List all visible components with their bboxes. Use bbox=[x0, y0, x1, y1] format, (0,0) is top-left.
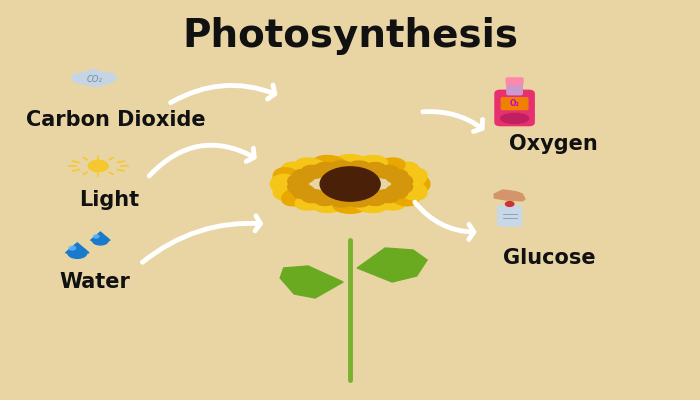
Ellipse shape bbox=[314, 193, 338, 206]
Ellipse shape bbox=[389, 162, 419, 180]
Polygon shape bbox=[357, 248, 427, 282]
Circle shape bbox=[69, 246, 76, 250]
Text: CO₂: CO₂ bbox=[87, 76, 103, 84]
Polygon shape bbox=[280, 266, 343, 298]
Ellipse shape bbox=[330, 195, 354, 207]
FancyBboxPatch shape bbox=[507, 80, 522, 95]
Circle shape bbox=[93, 235, 99, 238]
Ellipse shape bbox=[293, 170, 314, 183]
Text: Glucose: Glucose bbox=[503, 248, 596, 268]
Ellipse shape bbox=[354, 156, 387, 171]
Ellipse shape bbox=[500, 114, 528, 124]
Ellipse shape bbox=[403, 174, 430, 194]
Ellipse shape bbox=[373, 193, 405, 210]
Text: O₂: O₂ bbox=[510, 99, 519, 108]
Circle shape bbox=[84, 74, 105, 86]
Ellipse shape bbox=[363, 193, 386, 206]
Circle shape bbox=[72, 73, 90, 83]
Ellipse shape bbox=[288, 180, 309, 194]
Circle shape bbox=[88, 160, 108, 172]
Ellipse shape bbox=[376, 166, 398, 178]
Ellipse shape bbox=[400, 168, 427, 187]
Text: Carbon Dioxide: Carbon Dioxide bbox=[26, 110, 206, 130]
Ellipse shape bbox=[281, 188, 311, 206]
Ellipse shape bbox=[314, 162, 338, 175]
Ellipse shape bbox=[313, 197, 346, 212]
Ellipse shape bbox=[302, 190, 324, 202]
Ellipse shape bbox=[330, 161, 354, 173]
Text: Photosynthesis: Photosynthesis bbox=[182, 17, 518, 55]
Ellipse shape bbox=[391, 174, 412, 188]
Ellipse shape bbox=[354, 197, 387, 212]
FancyBboxPatch shape bbox=[501, 98, 528, 110]
Ellipse shape bbox=[363, 162, 386, 175]
Circle shape bbox=[68, 247, 87, 258]
Ellipse shape bbox=[376, 190, 398, 202]
Text: Light: Light bbox=[78, 190, 139, 210]
Text: Water: Water bbox=[60, 272, 130, 292]
Ellipse shape bbox=[295, 193, 327, 210]
FancyBboxPatch shape bbox=[495, 90, 534, 126]
Circle shape bbox=[92, 236, 108, 245]
Ellipse shape bbox=[295, 158, 327, 175]
Ellipse shape bbox=[281, 162, 311, 180]
Circle shape bbox=[320, 167, 380, 201]
Ellipse shape bbox=[273, 168, 300, 187]
Ellipse shape bbox=[400, 181, 427, 200]
Circle shape bbox=[84, 70, 103, 81]
Ellipse shape bbox=[313, 156, 346, 171]
Ellipse shape bbox=[273, 181, 300, 200]
Ellipse shape bbox=[346, 161, 370, 173]
Ellipse shape bbox=[333, 198, 367, 213]
Ellipse shape bbox=[293, 185, 314, 198]
Circle shape bbox=[505, 202, 514, 206]
Circle shape bbox=[78, 76, 95, 84]
Ellipse shape bbox=[386, 185, 407, 198]
Polygon shape bbox=[66, 243, 89, 253]
Ellipse shape bbox=[333, 155, 367, 170]
Ellipse shape bbox=[386, 170, 407, 183]
Polygon shape bbox=[90, 232, 110, 240]
Ellipse shape bbox=[373, 158, 405, 175]
Ellipse shape bbox=[391, 180, 412, 194]
Ellipse shape bbox=[288, 174, 309, 188]
Text: Oxygen: Oxygen bbox=[509, 134, 597, 154]
Ellipse shape bbox=[302, 166, 324, 178]
Ellipse shape bbox=[346, 195, 370, 207]
Ellipse shape bbox=[270, 174, 297, 194]
FancyBboxPatch shape bbox=[498, 206, 522, 226]
Circle shape bbox=[95, 76, 111, 84]
FancyBboxPatch shape bbox=[506, 78, 523, 84]
Ellipse shape bbox=[389, 188, 419, 206]
Circle shape bbox=[99, 73, 116, 83]
Polygon shape bbox=[494, 190, 525, 201]
